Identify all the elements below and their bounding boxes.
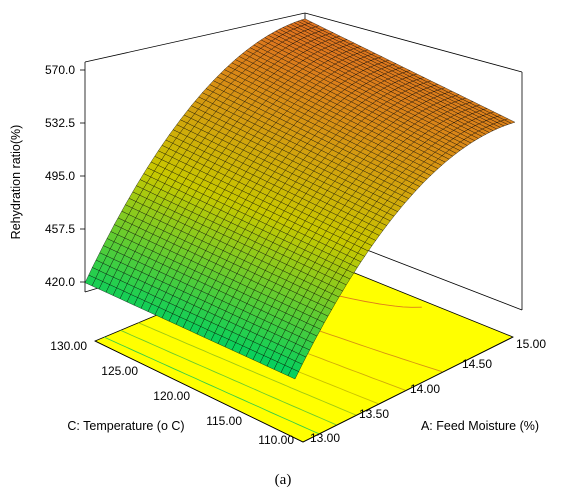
y-tick-label: 115.00 [206, 414, 242, 428]
feed-moisture-axis-ticks: 13.00 13.50 14.00 14.50 15.00 [310, 337, 546, 445]
z-tick-label: 457.5 [45, 222, 75, 236]
surface-cell [287, 368, 299, 380]
x-tick-label: 15.00 [516, 337, 546, 351]
z-tick-label: 495.0 [45, 169, 75, 183]
contour-line [104, 336, 320, 435]
contour-line [120, 329, 337, 426]
contour-line [138, 322, 357, 416]
z-axis-title: Rehydration ratio(%) [9, 125, 23, 240]
x-tick-label: 14.50 [462, 357, 492, 371]
response-surface [84, 18, 516, 380]
y-tick-label: 125.00 [101, 364, 138, 378]
z-tick-label: 532.5 [45, 116, 75, 130]
y-tick-label: 120.00 [153, 389, 190, 403]
z-tick-label: 570.0 [45, 63, 75, 77]
temperature-axis-ticks: 130.00 125.00 120.00 115.00 110.00 [50, 339, 294, 447]
y-tick-label: 130.00 [50, 339, 87, 353]
x-tick-label: 13.50 [359, 407, 389, 421]
y-axis-title: C: Temperature (o C) [67, 419, 184, 433]
z-axis-ticks: 570.0 532.5 495.0 457.5 420.0 [45, 63, 85, 289]
z-tick-label: 420.0 [45, 275, 75, 289]
x-axis-title: A: Feed Moisture (%) [421, 419, 539, 433]
x-tick-label: 13.00 [310, 431, 340, 445]
front-frame [94, 336, 514, 443]
x-tick-label: 14.00 [410, 382, 440, 396]
figure-caption: (a) [275, 472, 292, 488]
y-tick-label: 110.00 [258, 433, 294, 447]
